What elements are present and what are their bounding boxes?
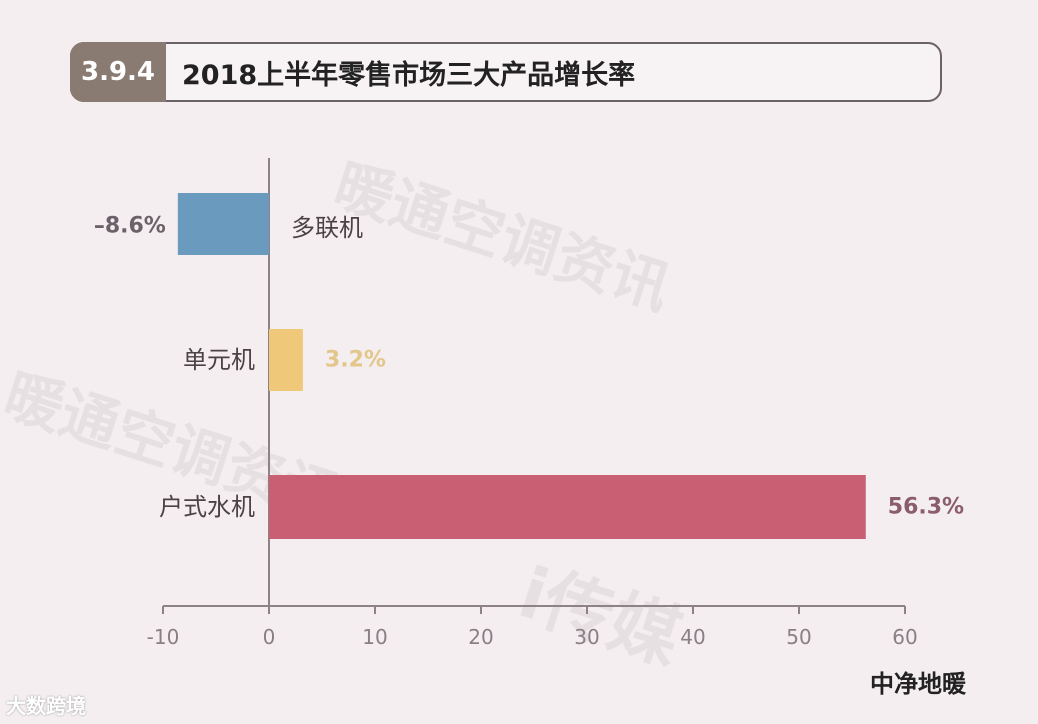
x-tick-label: 0: [263, 625, 276, 649]
data-label: –8.6%: [94, 214, 166, 239]
x-tick-label: 20: [468, 625, 493, 649]
chart-title-box: 3.9.4 2018上半年零售市场三大产品增长率: [70, 42, 942, 102]
data-label: 3.2%: [325, 348, 386, 373]
chart-title: 2018上半年零售市场三大产品增长率: [182, 59, 636, 91]
x-tick-label: 30: [574, 625, 599, 649]
category-label: 多联机: [291, 214, 363, 242]
bar: [269, 329, 303, 391]
section-number-badge: 3.9.4: [70, 42, 166, 102]
footer-right-logo: 中净地暖: [870, 670, 966, 698]
bar: [269, 475, 866, 539]
footer-left-logo: 大数跨境: [6, 694, 86, 718]
x-tick-label: -10: [147, 625, 180, 649]
x-tick-label: 10: [362, 625, 387, 649]
data-label: 56.3%: [888, 495, 964, 520]
x-tick-label: 50: [786, 625, 811, 649]
x-tick-label: 40: [680, 625, 705, 649]
bar: [177, 193, 269, 255]
category-label: 户式水机: [159, 493, 255, 521]
category-label: 单元机: [183, 346, 255, 374]
x-tick-label: 60: [892, 625, 917, 649]
